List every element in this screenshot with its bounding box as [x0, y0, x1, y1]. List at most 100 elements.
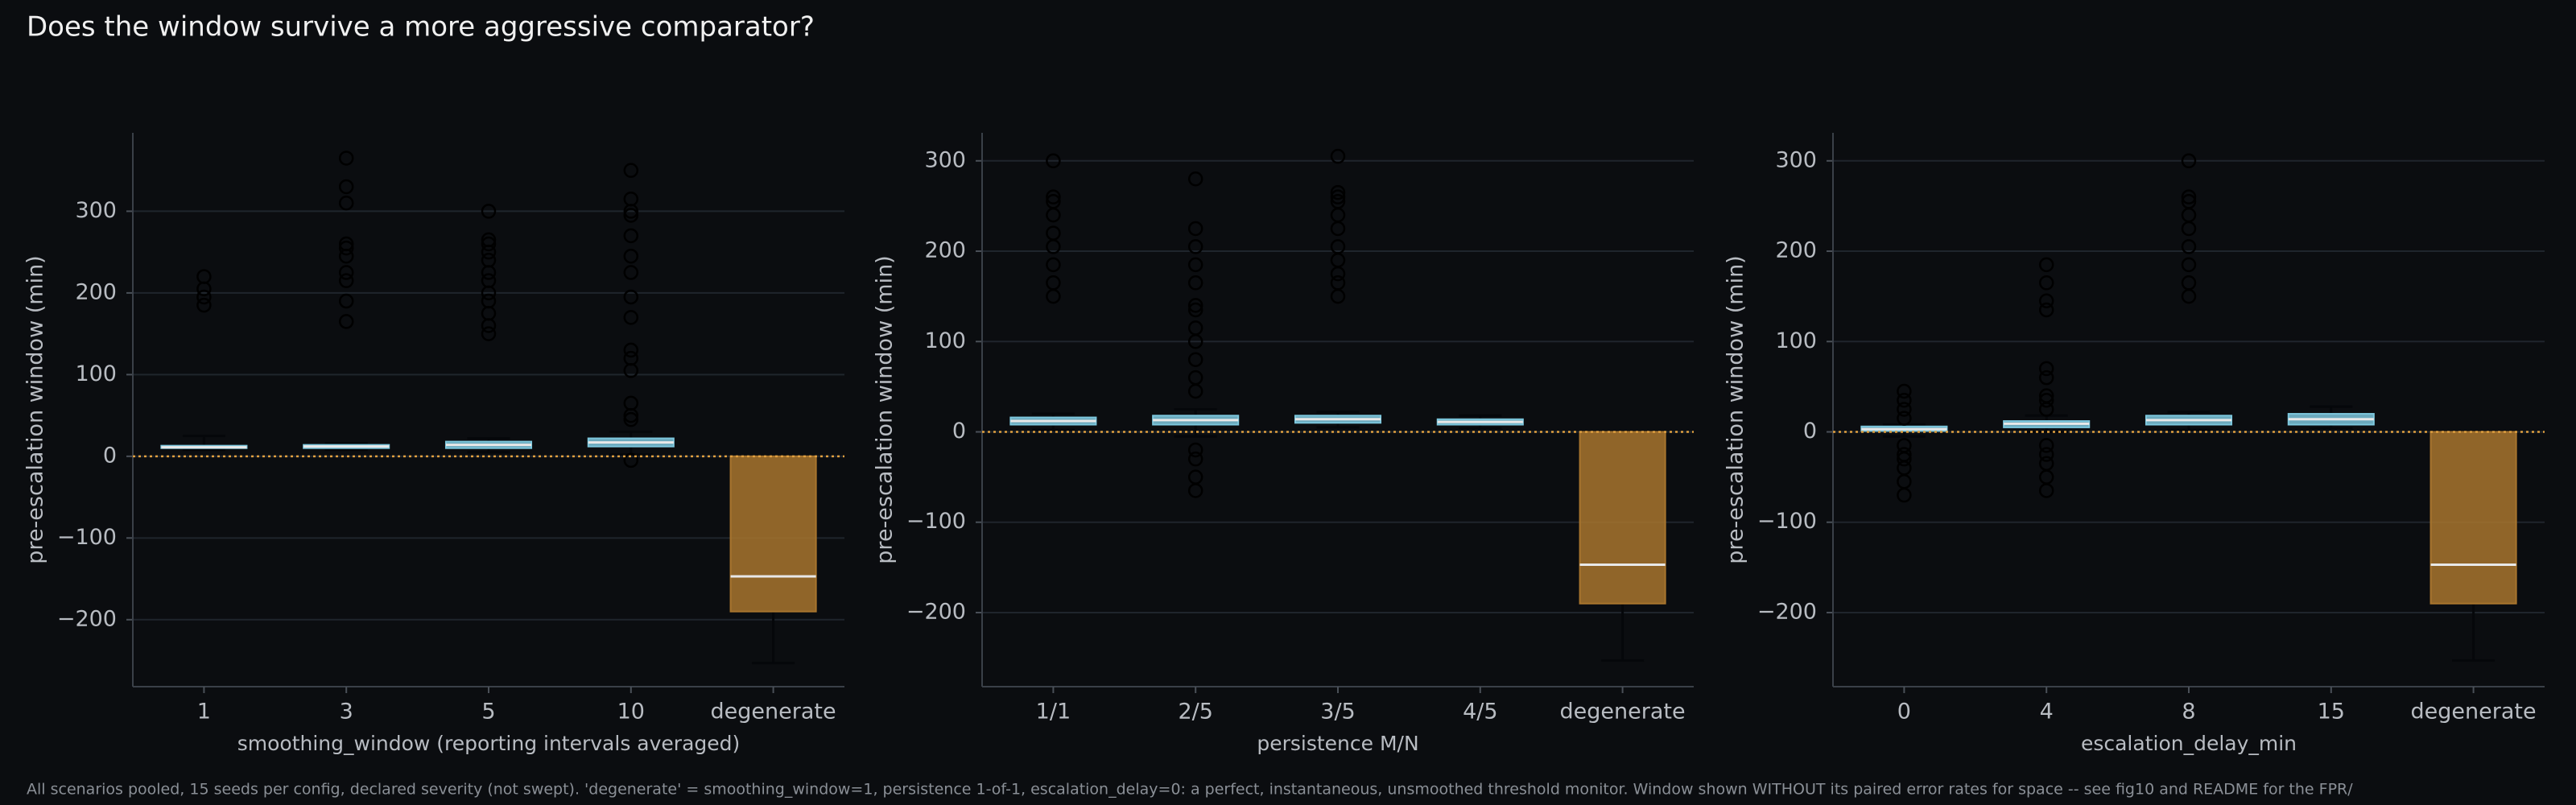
x-tick-label: 2/5	[1178, 700, 1212, 724]
flier	[196, 297, 212, 313]
flier	[338, 314, 354, 329]
flier	[338, 236, 354, 252]
x-tick-label: 10	[617, 700, 645, 724]
flier	[2038, 392, 2054, 408]
flier	[481, 204, 497, 219]
flier	[1187, 369, 1203, 386]
flier	[1897, 447, 1912, 462]
y-tick-label: −200	[906, 599, 966, 624]
x-tick-label: degenerate	[2411, 700, 2537, 724]
flier	[1046, 189, 1061, 204]
flier	[2038, 257, 2054, 273]
y-axis-label: pre-escalation window (min)	[1724, 255, 1748, 564]
x-tick-label: 1	[197, 700, 211, 724]
y-tick-label: 0	[103, 443, 117, 468]
flier	[1187, 442, 1203, 458]
y-tick-label: 0	[1803, 419, 1817, 444]
x-tick-label: 0	[1897, 700, 1911, 724]
flier	[338, 179, 354, 195]
flier	[338, 265, 354, 280]
flier	[1187, 469, 1203, 485]
flier	[481, 236, 497, 252]
flier	[623, 350, 639, 366]
panel: −200 −100 0 100 200 300 1 3 5 10 degenerate smoothi…	[23, 133, 844, 755]
flier	[2038, 293, 2054, 309]
flier	[2038, 438, 2054, 453]
flier	[623, 163, 639, 178]
flier	[623, 228, 639, 244]
flier	[1330, 239, 1346, 254]
x-axis-label: escalation_delay_min	[2081, 732, 2297, 755]
x-tick-label: 15	[2318, 700, 2345, 724]
flier	[1187, 320, 1203, 336]
flier	[623, 248, 639, 264]
flier	[1897, 383, 1912, 399]
x-tick-label: 3	[340, 700, 353, 724]
flier	[1187, 451, 1203, 467]
flier	[1330, 194, 1346, 209]
x-tick-label: degenerate	[1560, 700, 1686, 724]
flier	[2038, 388, 2054, 403]
flier	[1187, 257, 1203, 273]
flier	[623, 208, 639, 223]
flier	[481, 273, 497, 288]
flier	[623, 310, 639, 325]
flier	[1187, 275, 1203, 291]
flier	[1187, 298, 1203, 313]
flier	[196, 269, 212, 284]
flier	[2038, 447, 2054, 462]
flier	[623, 289, 639, 305]
flier	[623, 265, 639, 280]
flier	[481, 293, 497, 309]
x-tick-label: 4	[2040, 700, 2054, 724]
flier	[1046, 257, 1061, 273]
y-tick-label: −100	[906, 509, 966, 534]
flier	[2038, 361, 2054, 377]
flier	[1897, 392, 1912, 408]
x-tick-label: 4/5	[1463, 700, 1497, 724]
x-tick-label: degenerate	[711, 700, 836, 724]
flier	[623, 191, 639, 207]
y-tick-label: 100	[1775, 328, 1817, 353]
y-tick-label: 200	[1775, 238, 1817, 263]
flier	[2181, 194, 2197, 209]
y-tick-label: 300	[1775, 147, 1817, 172]
flier	[1330, 184, 1346, 200]
box	[1579, 431, 1666, 605]
flier	[338, 293, 354, 309]
x-tick-label: 5	[481, 700, 495, 724]
flier	[2181, 153, 2197, 169]
y-tick-label: 300	[924, 147, 966, 172]
y-tick-label: −200	[57, 606, 117, 631]
flier	[1046, 194, 1061, 209]
panel: −200 −100 0 100 200 300 0 4 8 15 degenerate escalat…	[1724, 133, 2545, 755]
flier	[1187, 302, 1203, 318]
y-tick-label: 200	[75, 279, 117, 304]
y-tick-label: 300	[75, 198, 117, 223]
flier	[1046, 275, 1061, 291]
flier	[623, 411, 639, 427]
x-axis-label: smoothing_window (reporting intervals av…	[237, 732, 741, 755]
y-tick-label: −200	[1757, 599, 1817, 624]
flier	[2181, 189, 2197, 204]
y-axis-label: pre-escalation window (min)	[23, 255, 48, 564]
flier	[2038, 302, 2054, 318]
flier	[1330, 275, 1346, 291]
flier	[2038, 369, 2054, 386]
flier	[1187, 221, 1203, 237]
x-axis-label: persistence M/N	[1257, 732, 1418, 755]
flier	[338, 240, 354, 256]
x-tick-label: 3/5	[1320, 700, 1355, 724]
box	[2429, 431, 2517, 605]
flier	[1330, 148, 1346, 164]
y-tick-label: 100	[924, 328, 966, 353]
flier	[481, 232, 497, 248]
panel: −200 −100 0 100 200 300 1/1 2/5 3/5 4/5 degenerate…	[873, 133, 1694, 755]
y-tick-label: −100	[57, 525, 117, 550]
flier	[1897, 402, 1912, 417]
flier	[1046, 225, 1061, 241]
flier	[623, 395, 639, 411]
